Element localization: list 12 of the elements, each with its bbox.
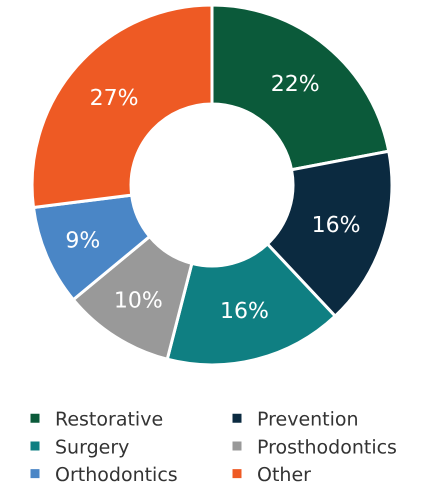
data-label: 27%: [90, 86, 139, 112]
legend-label: Orthodontics: [55, 464, 178, 486]
legend-label: Other: [257, 464, 312, 486]
legend-label: Restorative: [55, 408, 164, 431]
data-label: 16%: [220, 298, 269, 324]
legend-label: Prosthodontics: [257, 436, 397, 458]
data-label: 9%: [65, 228, 100, 254]
data-label: 16%: [312, 212, 361, 238]
legend-label: Prevention: [257, 408, 359, 431]
data-label: 22%: [270, 72, 320, 97]
legend-label: Surgery: [55, 436, 130, 458]
data-label: 10%: [114, 288, 163, 314]
